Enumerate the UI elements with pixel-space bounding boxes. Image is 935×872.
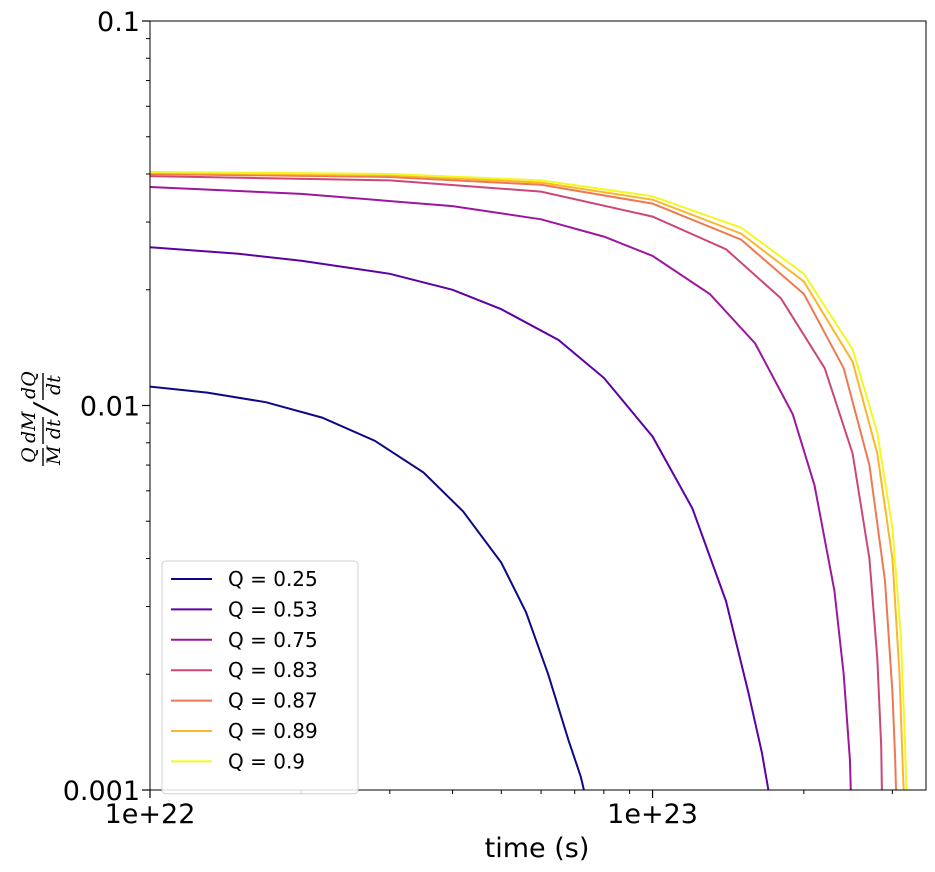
legend-label-1: Q = 0.53 [228,597,318,621]
ylabel-slash: / [28,401,63,417]
legend-label-4: Q = 0.87 [228,689,318,713]
ylabel-num-right: dQ [18,371,40,399]
ylabel-den-mid: dt [43,419,65,439]
series-line-2 [150,186,852,790]
series-group [150,170,908,790]
series-line-4 [150,173,897,790]
y-tick-label: 0.1 [97,7,140,38]
legend: Q = 0.25 Q = 0.53 Q = 0.75 Q = 0.83 Q = 0.87… [161,560,359,795]
legend-label-0: Q = 0.25 [228,567,318,591]
series-line-1 [150,246,770,790]
legend-label-2: Q = 0.75 [228,628,318,652]
series-line-6 [150,170,908,790]
series-line-3 [150,175,883,790]
legend-box [161,560,359,795]
ylabel-den-left: M [43,445,65,466]
series-line-0 [150,385,585,790]
ylabel-den-right: dt [43,375,65,395]
legend-label-6: Q = 0.9 [228,749,305,773]
x-tick-label: 1e+23 [607,799,698,830]
series-line-5 [150,171,905,790]
y-axis-label: Q M dM dt / dQ dt [18,371,65,466]
y-tick-label: 0.001 [63,776,140,807]
x-tick-label: 1e+22 [105,799,196,830]
x-axis-label: time (s) [485,833,590,864]
legend-label-3: Q = 0.83 [228,658,318,682]
ylabel-num-left: Q [18,447,40,463]
legend-label-5: Q = 0.89 [228,719,318,743]
ylabel-num-mid: dM [18,411,40,443]
y-tick-label: 0.01 [80,392,140,423]
